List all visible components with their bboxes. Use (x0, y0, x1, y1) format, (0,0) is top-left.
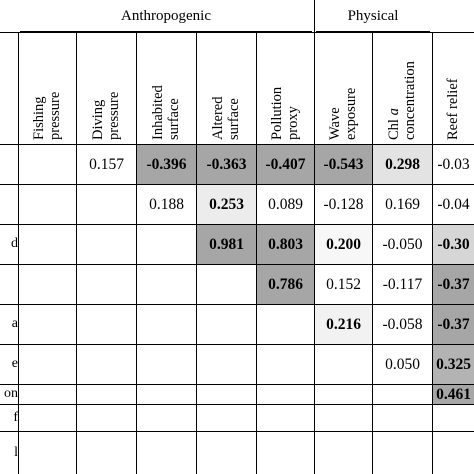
column-rule (432, 32, 433, 474)
table-cell: 0.786 (257, 265, 314, 304)
group-rule (316, 31, 430, 32)
table-cell: 0.803 (257, 225, 314, 264)
row-rule (0, 384, 474, 385)
table-cell: 0.461 (433, 385, 474, 404)
column-header: Inhabited surface (136, 32, 196, 144)
table-cell: -0.03 (433, 145, 474, 184)
row-rule (0, 431, 474, 432)
row-label: l (14, 445, 18, 460)
column-rule (76, 32, 77, 474)
column-rule (18, 32, 19, 474)
table-cell: 0.157 (77, 145, 136, 184)
table-cell: -0.363 (197, 145, 256, 184)
column-header-line: Wave (327, 107, 343, 140)
table-cell: 0.169 (373, 185, 432, 224)
column-rule (314, 32, 315, 474)
table-cell: 0.188 (137, 185, 196, 224)
row-label: on (4, 386, 18, 401)
column-header: Diving pressure (76, 32, 136, 144)
row-rule (0, 344, 474, 345)
table-cell: -0.050 (373, 225, 432, 264)
column-header-line: Chl a (386, 108, 402, 140)
table-cell: -0.128 (315, 185, 372, 224)
row-label: d (11, 236, 18, 251)
column-header: Altered surface (196, 32, 256, 144)
column-header-line: Inhabited (150, 85, 166, 140)
row-rule (0, 32, 474, 33)
row-label: f (13, 410, 18, 425)
column-header: Fishing pressure (18, 32, 76, 144)
row-label (0, 184, 18, 224)
table-cell: -0.117 (373, 265, 432, 304)
column-header-line: Diving (90, 99, 106, 140)
column-header: Pollution proxy (256, 32, 314, 144)
row-rule (0, 184, 474, 185)
column-header-line: surface (166, 98, 182, 140)
table-cell: 0.298 (373, 145, 432, 184)
column-header-line: pressure (47, 91, 63, 140)
group-divider (314, 0, 315, 32)
column-header-line: exposure (343, 87, 359, 140)
column-header: Chl a concentration (372, 32, 432, 144)
column-header-line: Reef relief (445, 78, 461, 140)
column-header-line: surface (226, 98, 242, 140)
column-header-line: Altered (210, 96, 226, 140)
column-header-line: concentration (402, 61, 418, 140)
table-cell: 0.050 (373, 345, 432, 384)
row-label: a (11, 316, 18, 331)
column-rule (196, 32, 197, 474)
column-rule (136, 32, 137, 474)
table-cell: 0.253 (197, 185, 256, 224)
column-header-line: pressure (106, 91, 122, 140)
row-rule (0, 224, 474, 225)
column-rule (372, 32, 373, 474)
table-cell: -0.058 (373, 305, 432, 344)
table-cell: -0.407 (257, 145, 314, 184)
row-rule (0, 304, 474, 305)
table-cell: -0.543 (315, 145, 372, 184)
table-cell: 0.216 (315, 305, 372, 344)
group-header: Anthropogenic (121, 8, 211, 24)
group-rule (20, 31, 312, 32)
group-header: Physical (347, 8, 399, 24)
table-cell: -0.37 (433, 305, 474, 344)
column-header: Wave exposure (314, 32, 372, 144)
row-rule (0, 404, 474, 405)
table-cell: -0.04 (433, 185, 474, 224)
table-cell: -0.30 (433, 225, 474, 264)
row-label: e (11, 356, 18, 371)
column-rule (256, 32, 257, 474)
column-header-line: proxy (285, 106, 301, 140)
row-rule (0, 144, 474, 145)
row-rule (0, 264, 474, 265)
table-cell: -0.37 (433, 265, 474, 304)
table-cell: -0.396 (137, 145, 196, 184)
table-cell: 0.089 (257, 185, 314, 224)
row-label (0, 144, 18, 184)
table-cell: 0.152 (315, 265, 372, 304)
table-cell: 0.325 (433, 345, 474, 384)
table-cell: 0.981 (197, 225, 256, 264)
table-cell: 0.200 (315, 225, 372, 264)
column-header-line: Pollution (269, 86, 285, 140)
column-header-line: Fishing (31, 96, 47, 140)
row-label (0, 264, 18, 304)
column-header: Reef relief (432, 32, 474, 144)
